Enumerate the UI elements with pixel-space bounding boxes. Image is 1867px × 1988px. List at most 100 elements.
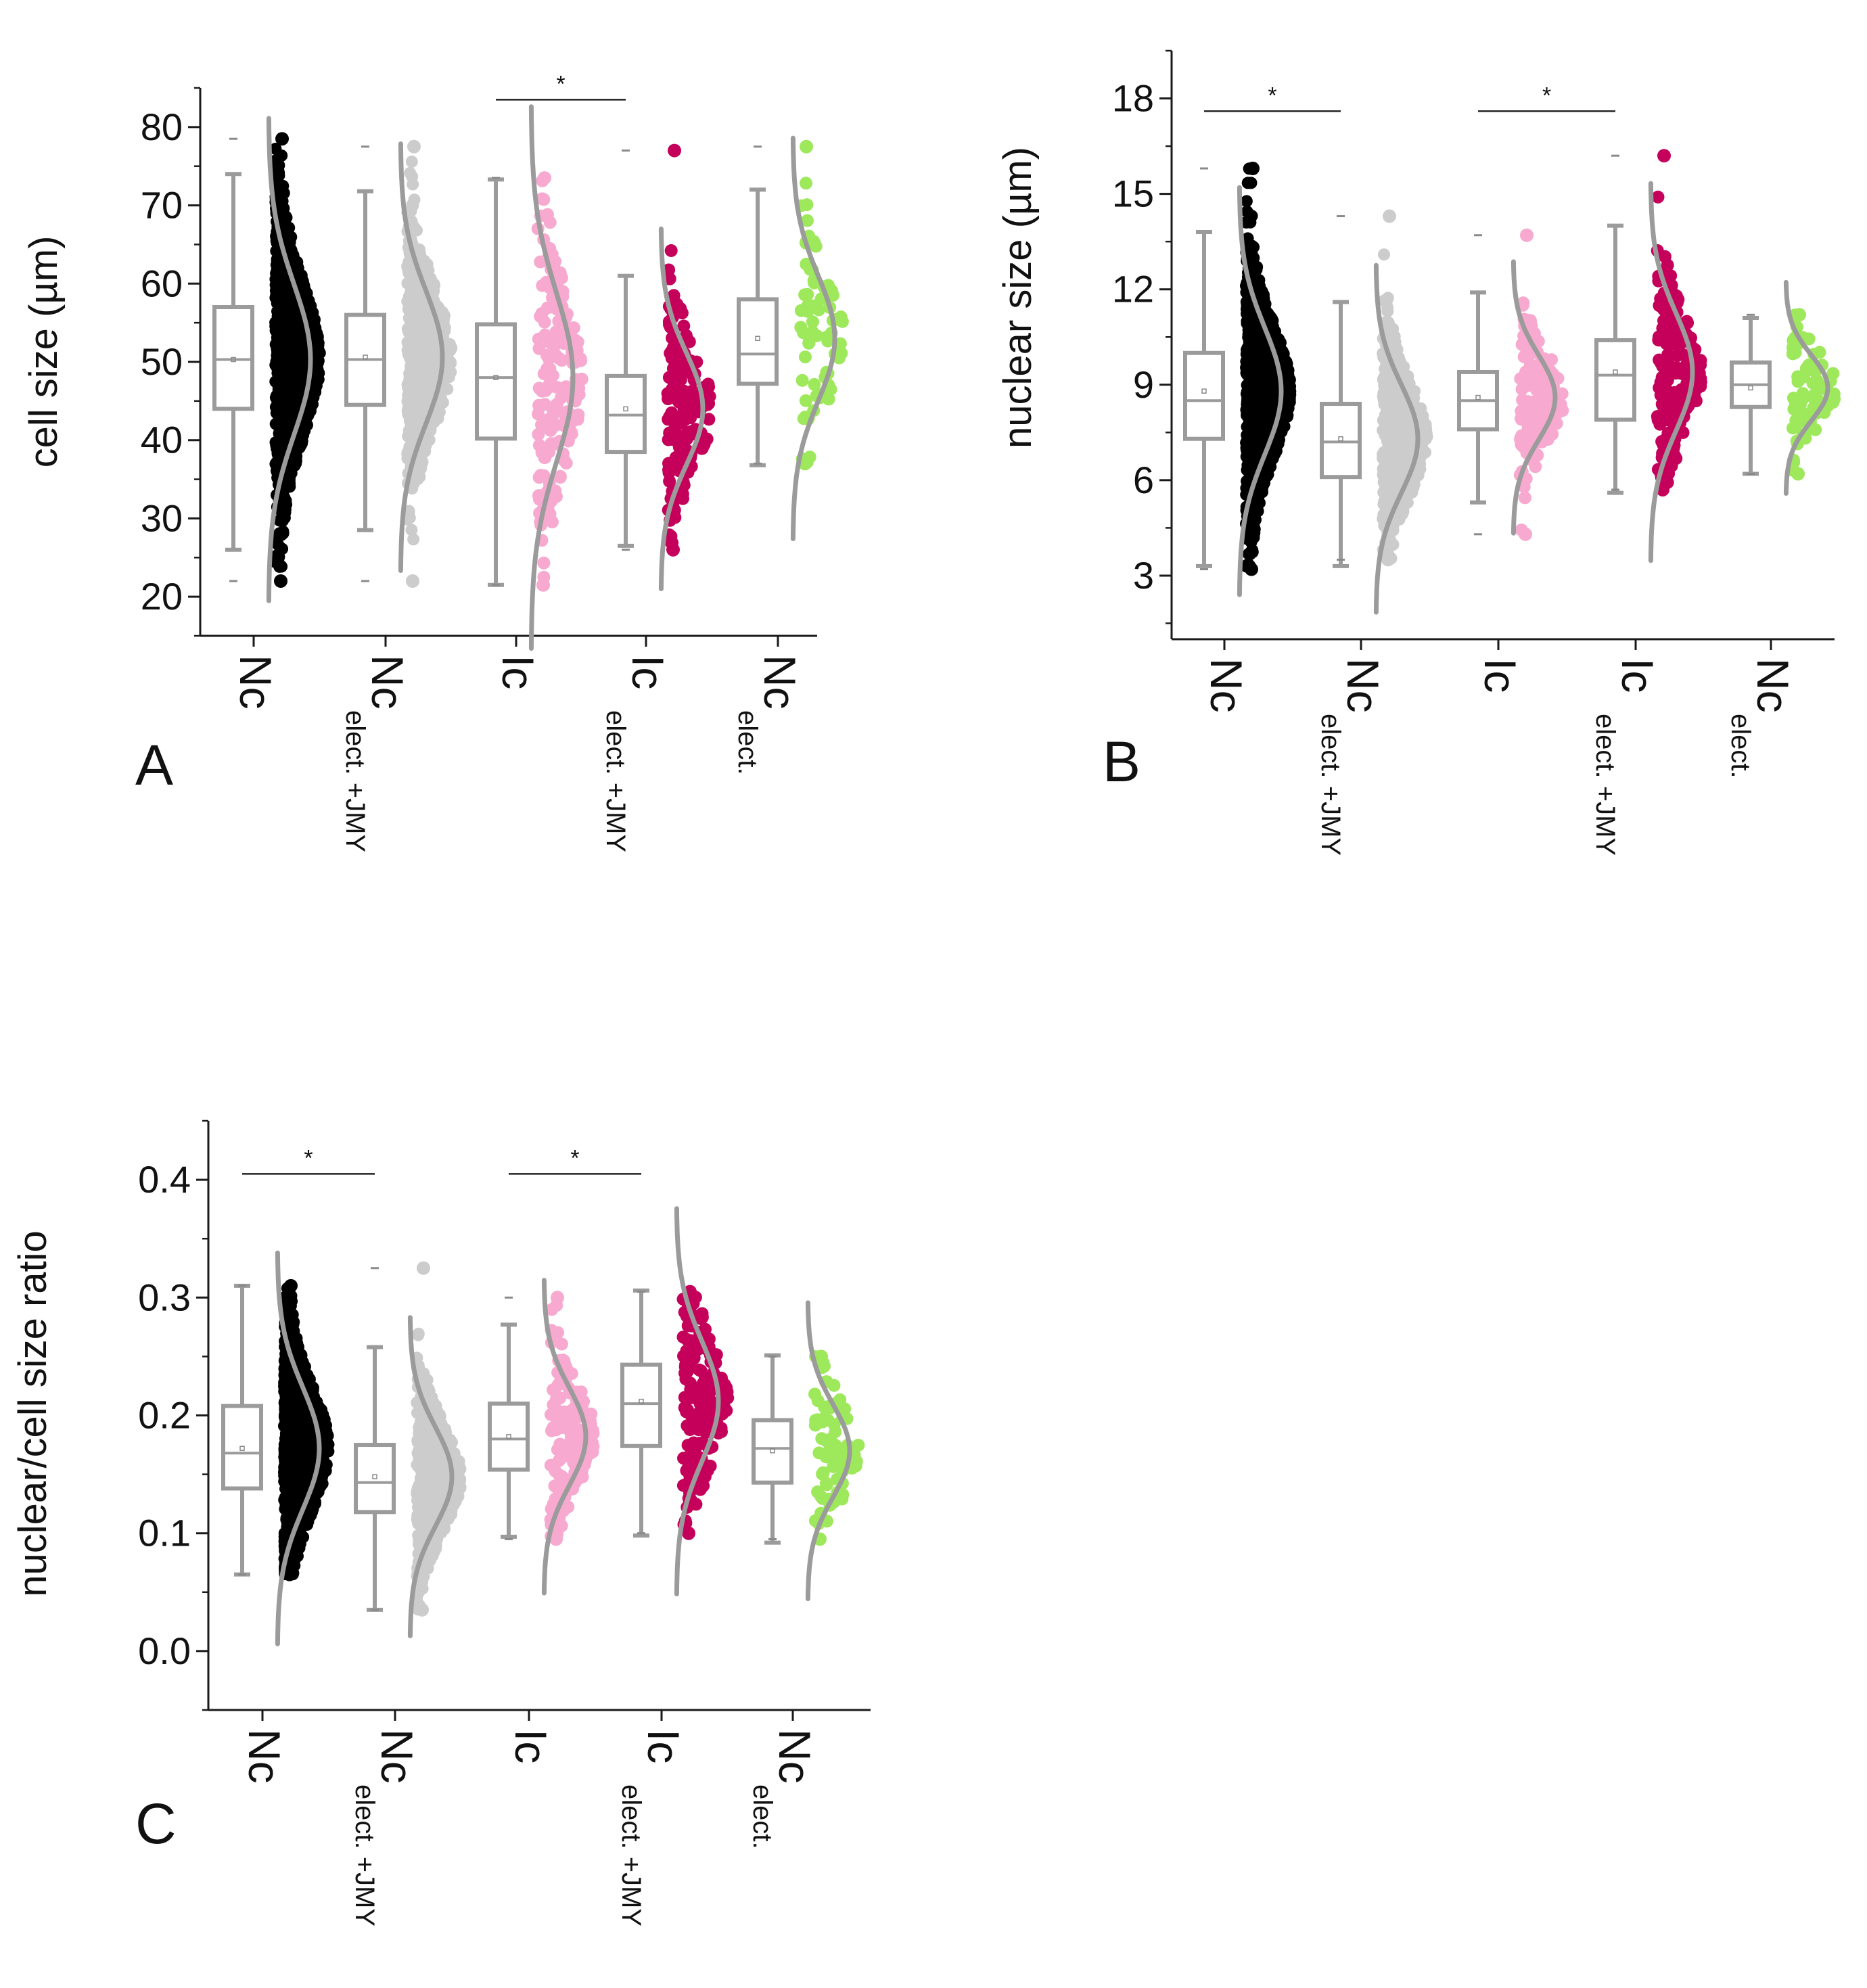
data-point	[1240, 361, 1253, 374]
x-category-sublabel: elect.	[747, 1784, 777, 1849]
data-point	[1240, 216, 1253, 229]
data-point	[558, 454, 571, 467]
data-point	[1520, 228, 1534, 242]
data-point	[402, 324, 415, 337]
data-point	[1546, 427, 1559, 441]
data-point	[294, 434, 306, 447]
data-point	[1531, 335, 1545, 348]
distribution-curve	[528, 104, 576, 651]
data-point	[695, 442, 708, 455]
distribution-curve	[658, 226, 706, 591]
data-point	[559, 380, 573, 394]
data-point	[666, 331, 679, 345]
data-point	[405, 205, 417, 217]
data-point	[283, 234, 296, 247]
data-point	[1516, 393, 1529, 407]
data-point	[1381, 305, 1394, 318]
data-point	[798, 457, 812, 471]
data-point	[1676, 426, 1690, 439]
data-point	[674, 350, 687, 363]
series-Ic_elect_JMY	[605, 143, 716, 591]
data-point	[800, 304, 814, 318]
data-point	[290, 457, 302, 470]
data-point	[269, 292, 282, 304]
data-point	[1393, 356, 1406, 369]
data-point	[1381, 292, 1394, 304]
data-point	[796, 373, 809, 387]
data-point	[402, 382, 415, 394]
significance-star: *	[1268, 83, 1276, 108]
data-point	[273, 341, 285, 354]
y-axis-title: nuclear/cell size ratio	[11, 1230, 55, 1597]
mean-marker	[1748, 385, 1753, 391]
data-point	[406, 574, 419, 588]
data-point	[1793, 308, 1806, 322]
data-point	[427, 350, 440, 363]
series-Ic_elect_JMY	[1594, 149, 1707, 563]
y-tick-label: 30	[141, 496, 183, 539]
y-tick-label: 20	[141, 575, 183, 618]
data-point	[407, 178, 419, 191]
data-point	[407, 533, 420, 546]
data-point	[281, 300, 294, 313]
data-point	[1396, 395, 1408, 408]
data-point	[543, 362, 557, 375]
data-point	[685, 385, 699, 398]
data-point	[1519, 527, 1532, 541]
data-point	[800, 177, 812, 190]
data-point	[833, 337, 847, 350]
data-point	[1246, 505, 1259, 518]
x-category-label: Nc	[1748, 658, 1798, 713]
data-point	[1256, 432, 1269, 444]
data-point	[1246, 406, 1259, 419]
data-point	[1389, 455, 1402, 468]
series-Nc	[221, 1250, 335, 1646]
data-point	[1391, 468, 1404, 481]
data-point	[1653, 333, 1667, 347]
series-Nc_elect_JMY	[344, 139, 458, 588]
x-category-label: Nc	[1338, 658, 1388, 713]
data-point	[1392, 426, 1404, 439]
data-point	[403, 371, 416, 384]
mean-marker	[231, 356, 236, 363]
data-point	[275, 283, 287, 296]
data-point	[800, 198, 814, 212]
data-point	[273, 557, 285, 570]
data-point	[1554, 398, 1567, 411]
distribution-curve	[1648, 181, 1695, 563]
x-category-sublabel: elect. +JMY	[616, 1784, 646, 1926]
y-tick-label: 9	[1133, 363, 1154, 406]
y-tick-label: 0.0	[138, 1629, 191, 1672]
data-point	[1240, 195, 1253, 208]
data-point	[800, 258, 813, 271]
data-point	[683, 404, 697, 418]
data-point	[1251, 260, 1264, 273]
data-point	[676, 492, 689, 505]
data-point	[808, 377, 821, 391]
panel-letter: A	[135, 733, 173, 797]
x-category-label: Nc	[239, 1729, 290, 1784]
data-point	[1260, 392, 1272, 405]
data-point	[800, 139, 813, 154]
data-point	[677, 436, 691, 449]
data-point	[1694, 354, 1707, 367]
data-point	[286, 400, 299, 413]
mean-marker	[755, 336, 760, 342]
data-point	[801, 287, 814, 301]
x-category-label: Ic	[493, 655, 543, 689]
data-point	[538, 171, 551, 185]
data-point	[304, 397, 317, 410]
data-point	[1659, 413, 1673, 427]
data-point	[1386, 390, 1399, 403]
data-point	[404, 352, 416, 365]
data-point	[1252, 357, 1265, 370]
mean-marker	[1475, 394, 1481, 400]
data-point	[540, 301, 554, 315]
data-point	[1799, 408, 1813, 421]
series-Ic	[1457, 228, 1569, 541]
data-point	[665, 406, 678, 419]
data-point	[417, 365, 430, 378]
data-point	[800, 214, 814, 227]
